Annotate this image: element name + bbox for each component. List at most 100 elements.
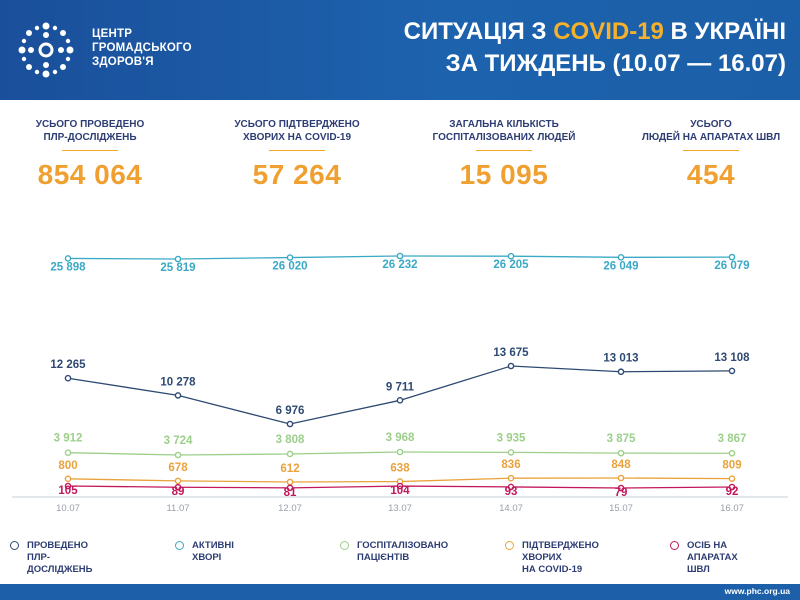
title-highlight: COVID-19 — [553, 18, 664, 45]
x-tick-label: 12.07 — [278, 503, 302, 514]
phc-logo-icon — [18, 22, 74, 78]
data-point-hosp — [617, 449, 625, 457]
x-tick-label: 13.07 — [388, 503, 412, 514]
organization-name: ЦЕНТР ГРОМАДСЬКОГО ЗДОРОВ'Я — [92, 27, 192, 69]
data-point-active — [64, 255, 72, 262]
legend-marker-icon — [340, 541, 349, 550]
legend-label: АКТИВНІ ХВОРІ — [192, 540, 234, 563]
data-label-ventilators: 81 — [284, 487, 297, 499]
data-point-active — [507, 252, 515, 260]
org-line: ЗДОРОВ'Я — [92, 56, 154, 68]
data-label-confirmed: 800 — [58, 460, 77, 472]
stat-label: УСЬОГО ЛЮДЕЙ НА АПАРАТАХ ШВЛ — [611, 118, 800, 146]
legend-marker-icon — [505, 541, 514, 550]
legend-item-confirmed: ПІДТВЕРДЖЕНО ХВОРИХ НА COVID-19 — [505, 540, 599, 576]
data-label-hosp: 3 724 — [164, 435, 193, 447]
data-label-confirmed: 638 — [390, 463, 410, 475]
stat-total-hospitalized: ЗАГАЛЬНА КІЛЬКІСТЬ ГОСПІТАЛІЗОВАНИХ ЛЮДЕЙ… — [404, 118, 604, 191]
data-label-pcr: 10 278 — [160, 376, 196, 388]
data-label-confirmed: 678 — [168, 462, 188, 474]
data-label-active: 26 205 — [493, 259, 529, 271]
stat-label: УСЬОГО ПРОВЕДЕНО ПЛР-ДОСЛІДЖЕНЬ — [0, 118, 190, 146]
data-point-pcr — [507, 362, 515, 370]
data-point-hosp — [286, 450, 294, 458]
summary-stats: УСЬОГО ПРОВЕДЕНО ПЛР-ДОСЛІДЖЕНЬ 854 064 У… — [0, 118, 800, 208]
data-label-confirmed: 612 — [280, 463, 299, 475]
stat-label-line: УСЬОГО ПІДТВЕРДЖЕНО — [234, 119, 360, 130]
stat-label-line: ЛЮДЕЙ НА АПАРАТАХ ШВЛ — [641, 132, 781, 143]
data-label-pcr: 12 265 — [50, 359, 86, 371]
title-line-2: ЗА ТИЖДЕНЬ (10.07 — 16.07) — [445, 50, 786, 77]
data-label-pcr: 9 711 — [386, 381, 415, 393]
data-point-ventilators — [396, 482, 404, 490]
stat-label-line: УСЬОГО ПРОВЕДЕНО — [35, 119, 145, 130]
data-point-ventilators — [617, 484, 625, 492]
data-point-confirmed — [507, 474, 515, 482]
legend-label: ПРОВЕДЕНО ПЛР-ДОСЛІДЖЕНЬ — [27, 540, 93, 575]
title-prefix: СИТУАЦІЯ З — [403, 18, 554, 45]
stat-value: 854 064 — [37, 159, 143, 190]
data-point-active — [396, 252, 404, 260]
series-line-pcr — [67, 365, 733, 425]
data-point-hosp — [728, 449, 736, 457]
data-label-active: 26 049 — [603, 260, 638, 272]
legend-marker-icon — [670, 541, 679, 550]
stat-total-confirmed: УСЬОГО ПІДТВЕРДЖЕНО ХВОРИХ НА COVID-19 57… — [197, 118, 397, 191]
footer-bar: www.phc.org.ua — [0, 584, 800, 600]
legend-marker-icon — [10, 541, 19, 550]
data-label-hosp: 3 935 — [497, 432, 526, 444]
x-tick-label: 11.07 — [166, 503, 189, 514]
title-suffix: В УКРАЇНІ — [663, 18, 786, 45]
data-label-ventilators: 105 — [58, 485, 78, 497]
stat-label-line: ХВОРИХ НА COVID-19 — [242, 132, 352, 143]
stat-value: 57 264 — [252, 159, 342, 190]
data-point-hosp — [396, 448, 404, 456]
footer-url[interactable]: www.phc.org.ua — [724, 586, 790, 596]
stat-value: 454 — [686, 159, 736, 190]
data-label-hosp: 3 867 — [718, 433, 747, 445]
data-point-confirmed — [64, 475, 72, 483]
data-point-pcr — [174, 392, 182, 399]
title-line-1: СИТУАЦІЯ З COVID-19 В УКРАЇНІ — [404, 16, 786, 48]
stat-total-ventilators: УСЬОГО ЛЮДЕЙ НА АПАРАТАХ ШВЛ 454 — [611, 118, 800, 191]
stat-label: ЗАГАЛЬНА КІЛЬКІСТЬ ГОСПІТАЛІЗОВАНИХ ЛЮДЕЙ — [404, 118, 604, 146]
data-label-hosp: 3 808 — [276, 434, 305, 446]
x-tick-label: 16.07 — [720, 503, 744, 514]
stat-divider — [62, 150, 118, 151]
legend-marker-icon — [175, 541, 184, 550]
data-label-active: 25 819 — [160, 262, 195, 274]
data-point-pcr — [286, 420, 294, 428]
data-label-ventilators: 89 — [172, 486, 185, 498]
legend-item-active: АКТИВНІ ХВОРІ — [175, 540, 234, 564]
data-point-ventilators — [728, 483, 736, 491]
data-point-pcr — [64, 374, 72, 382]
data-label-ventilators: 93 — [505, 486, 518, 498]
data-label-hosp: 3 875 — [607, 433, 636, 445]
x-tick-label: 10.07 — [56, 503, 80, 514]
data-label-hosp: 3 912 — [54, 433, 83, 445]
data-point-pcr — [728, 367, 736, 375]
data-label-active: 25 898 — [50, 261, 86, 273]
x-tick-label: 14.07 — [499, 503, 523, 514]
data-label-ventilators: 92 — [726, 486, 739, 498]
stat-label-line: ПЛР-ДОСЛІДЖЕНЬ — [43, 132, 137, 143]
legend-item-hosp: ГОСПІТАЛІЗОВАНО ПАЦІЄНТІВ — [340, 540, 448, 564]
data-point-pcr — [617, 368, 625, 376]
data-point-active — [728, 253, 736, 261]
data-point-ventilators — [507, 483, 515, 491]
stat-divider — [683, 150, 739, 151]
legend-label: ПІДТВЕРДЖЕНО ХВОРИХ НА COVID-19 — [522, 540, 599, 575]
data-label-hosp: 3 968 — [386, 432, 415, 444]
data-point-confirmed — [617, 474, 625, 482]
data-point-hosp — [507, 449, 515, 456]
stat-value: 15 095 — [459, 159, 549, 190]
data-point-ventilators — [174, 483, 182, 491]
data-point-active — [286, 254, 294, 261]
data-label-pcr: 13 108 — [714, 352, 750, 364]
data-label-active: 26 079 — [714, 260, 749, 272]
stat-label-line: УСЬОГО — [690, 119, 732, 130]
legend-item-ventilators: ОСІБ НА АПАРАТАХ ШВЛ — [670, 540, 738, 576]
org-line: ЦЕНТР — [92, 28, 133, 40]
data-label-confirmed: 809 — [722, 460, 741, 472]
data-point-confirmed — [728, 475, 736, 482]
